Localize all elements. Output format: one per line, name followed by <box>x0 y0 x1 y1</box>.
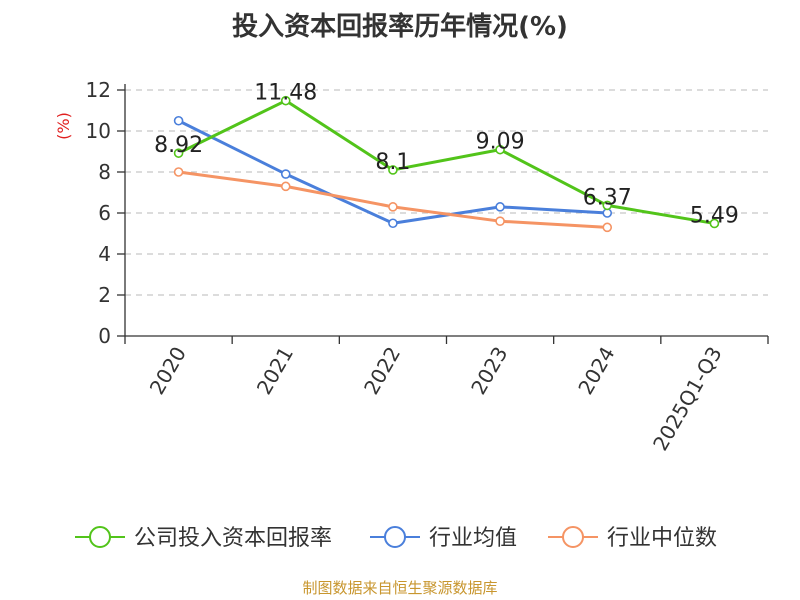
legend: 公司投入资本回报率 行业均值 行业中位数 <box>75 526 717 551</box>
y-tick-label: 2 <box>98 283 111 307</box>
data-point <box>495 144 505 155</box>
source-note: 制图数据来自恒生聚源数据库 <box>302 579 498 597</box>
data-label: 8.1 <box>375 150 410 175</box>
legend-swatch-marker <box>89 526 111 548</box>
legend-swatch-marker <box>384 526 406 548</box>
data-point <box>602 222 613 233</box>
y-tick-label: 8 <box>98 160 111 184</box>
legend-label: 公司投入资本回报率 <box>134 526 332 551</box>
data-point <box>602 200 613 211</box>
data-label: 9.09 <box>476 130 525 155</box>
x-tick-label: 2022 <box>359 343 405 399</box>
data-point <box>280 169 291 179</box>
y-tick-label: 0 <box>98 324 111 348</box>
data-point <box>495 202 505 212</box>
data-label: 5.49 <box>690 203 739 228</box>
series-line <box>177 99 715 225</box>
data-label: 6.37 <box>583 185 632 210</box>
legend-swatch-marker <box>562 526 584 548</box>
data-label: 8.92 <box>154 133 203 158</box>
x-tick-label: 2021 <box>252 343 298 399</box>
data-point <box>280 95 291 106</box>
series-lines <box>173 95 720 233</box>
data-label: 11.48 <box>254 81 317 106</box>
data-point <box>173 148 184 158</box>
legend-label: 行业均值 <box>429 526 517 551</box>
x-tick-label: 2020 <box>145 343 191 399</box>
y-tick-label: 6 <box>98 201 111 225</box>
data-point <box>173 167 184 177</box>
x-tick-label: 2025Q1-Q3 <box>648 343 727 455</box>
data-point <box>709 218 720 229</box>
data-point <box>388 165 398 175</box>
data-point <box>388 218 398 229</box>
x-tick-label: 2023 <box>466 343 512 399</box>
data-point <box>495 216 505 226</box>
y-tick-label: 12 <box>86 78 111 102</box>
y-tick-label: 4 <box>98 242 111 266</box>
y-tick-label: 10 <box>86 119 111 143</box>
data-labels: 8.92 11.48 8.1 9.09 6.37 5.49 <box>154 81 739 229</box>
chart-title: 投入资本回报率历年情况(%) <box>232 12 568 42</box>
data-point <box>280 181 291 192</box>
grid-lines <box>125 89 768 296</box>
x-tick-label: 2024 <box>573 343 619 399</box>
legend-label: 行业中位数 <box>607 526 717 551</box>
y-axis-label: (%) <box>54 112 73 140</box>
data-point <box>388 202 398 212</box>
data-point <box>173 115 184 126</box>
